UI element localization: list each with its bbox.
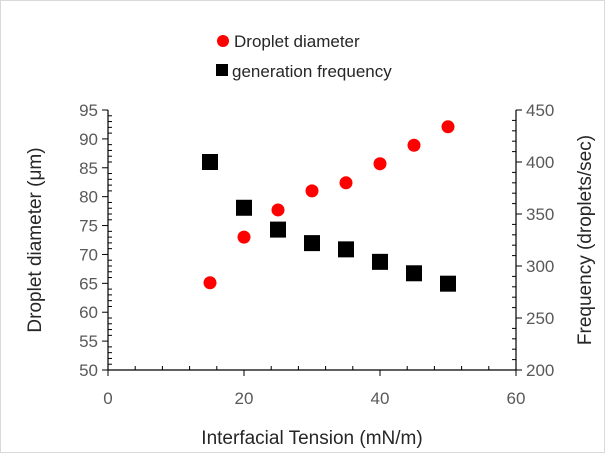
y-left-tick-label: 95 bbox=[79, 101, 98, 120]
x-axis-title: Interfacial Tension (mN/m) bbox=[201, 428, 422, 449]
x-tick-label: 60 bbox=[507, 389, 526, 408]
ticks bbox=[102, 109, 522, 376]
generation-frequency-point bbox=[304, 235, 320, 252]
y-left-tick-label: 90 bbox=[79, 130, 98, 149]
droplet-diameter-point bbox=[407, 138, 421, 152]
y-right-tick-label: 400 bbox=[526, 153, 554, 172]
y-left-tick-label: 55 bbox=[79, 332, 98, 351]
x-tick-label: 40 bbox=[371, 389, 390, 408]
x-tick-label: 20 bbox=[235, 389, 254, 408]
droplet-diameter-point bbox=[237, 230, 251, 244]
data-points bbox=[202, 120, 456, 292]
generation-frequency-point bbox=[202, 154, 218, 170]
legend: Droplet diameter generation frequency bbox=[216, 32, 392, 81]
y-left-tick-label: 65 bbox=[79, 274, 98, 293]
y-left-tick-label: 75 bbox=[79, 217, 98, 236]
y-left-tick-label: 50 bbox=[79, 361, 98, 380]
droplet-diameter-point bbox=[339, 176, 353, 190]
legend-marker-generation-frequency bbox=[216, 64, 228, 76]
y-right-tick-label: 450 bbox=[526, 101, 554, 120]
generation-frequency-point bbox=[372, 253, 388, 270]
y-right-tick-label: 300 bbox=[526, 257, 554, 276]
legend-label-droplet-diameter: Droplet diameter bbox=[234, 32, 360, 51]
generation-frequency-point bbox=[440, 275, 456, 292]
y-right-tick-label: 200 bbox=[526, 361, 554, 380]
y-left-tick-label: 60 bbox=[79, 303, 98, 322]
generation-frequency-point bbox=[338, 241, 354, 258]
droplet-diameter-point bbox=[373, 157, 387, 171]
y-left-tick-label: 70 bbox=[79, 245, 98, 264]
droplet-diameter-point bbox=[271, 203, 285, 217]
y-left-tick-label: 85 bbox=[79, 159, 98, 178]
y-axis-right-title: Frequency (droplets/sec) bbox=[575, 135, 596, 345]
y-right-tick-label: 250 bbox=[526, 309, 554, 328]
generation-frequency-point bbox=[236, 199, 252, 216]
generation-frequency-point bbox=[270, 221, 286, 238]
droplet-diameter-point bbox=[305, 184, 319, 198]
y-right-tick-label: 350 bbox=[526, 205, 554, 224]
legend-marker-droplet-diameter bbox=[217, 35, 229, 47]
droplet-diameter-point bbox=[441, 120, 455, 134]
legend-label-generation-frequency: generation frequency bbox=[232, 62, 392, 81]
droplet-diameter-point bbox=[203, 276, 217, 290]
tick-labels: 50 55 60 65 70 75 80 85 90 95 200 250 300 350 400 450 0 2… bbox=[79, 101, 554, 408]
x-tick-label: 0 bbox=[103, 389, 112, 408]
y-axis-left-title: Droplet diameter (μm) bbox=[25, 147, 46, 332]
axes bbox=[107, 110, 517, 371]
y-left-tick-label: 80 bbox=[79, 188, 98, 207]
generation-frequency-point bbox=[406, 265, 422, 282]
